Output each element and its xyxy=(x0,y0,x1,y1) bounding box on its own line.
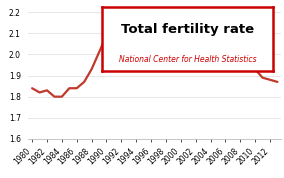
Text: National Center for Health Statistics: National Center for Health Statistics xyxy=(119,55,256,64)
Text: Total fertility rate: Total fertility rate xyxy=(121,23,254,36)
